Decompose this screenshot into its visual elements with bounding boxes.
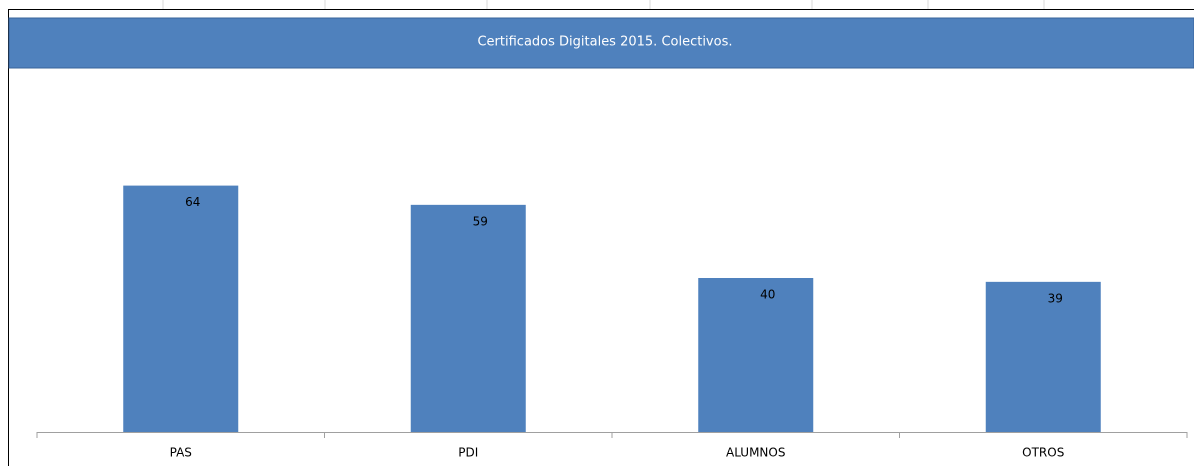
data-label: 64 (185, 195, 200, 209)
data-label: 40 (760, 288, 775, 302)
x-tick-label: OTROS (1022, 446, 1064, 460)
data-label: 59 (473, 214, 488, 228)
bar (123, 185, 239, 432)
x-tick-label: ALUMNOS (726, 446, 785, 460)
bar (698, 278, 814, 432)
title-bar (8, 17, 1194, 69)
x-tick-label: PDI (458, 446, 478, 460)
bar (985, 281, 1101, 432)
sheet-grid (162, 0, 1045, 9)
chart-title: Certificados Digitales 2015. Colectivos. (477, 35, 732, 50)
x-tick-label: PAS (170, 446, 192, 460)
data-label: 39 (1048, 291, 1063, 305)
bar (410, 204, 526, 432)
